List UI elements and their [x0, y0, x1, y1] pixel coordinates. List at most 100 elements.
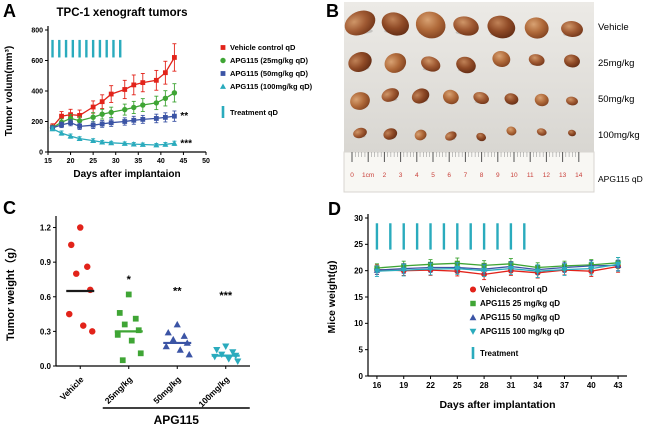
x-tick-label: 22: [426, 381, 435, 390]
tumor-photo-image: Vehicle 25mg/kg 50mg/kg 100mg/kg 0 1cm 2 3 4 5 6 7 8…: [343, 2, 643, 193]
x-tick-label: 28: [480, 381, 489, 390]
data-point: [59, 113, 64, 119]
tumor-specimen: [524, 17, 549, 39]
data-point: [59, 122, 64, 128]
x-tick-label: 16: [372, 381, 381, 390]
data-point: [373, 268, 381, 275]
data-point: [66, 310, 73, 318]
data-point: [164, 328, 172, 336]
data-point: [588, 266, 595, 272]
x-tick-label: 30: [112, 158, 120, 165]
chart-title: TPC-1 xenograft tumors: [57, 7, 188, 19]
panel-d-letter: D: [328, 199, 341, 219]
data-point: [213, 346, 221, 354]
legend-label: APG115 25 mg/kg qD: [480, 299, 560, 308]
series-line: [376, 265, 619, 276]
x-tick-label: 37: [560, 381, 569, 390]
tumor-specimen: [528, 54, 545, 66]
data-point: [185, 350, 193, 358]
y-tick-label: 0: [39, 150, 43, 157]
data-point: [114, 331, 121, 338]
data-point: [140, 80, 146, 86]
legend-label: APG115 50 mg/kg qD: [480, 313, 560, 322]
data-point: [400, 267, 407, 274]
data-point: [132, 315, 139, 322]
data-point: [128, 337, 135, 344]
data-point: [76, 118, 83, 124]
photo-caption: APG115 qD: [598, 174, 643, 184]
data-point: [131, 104, 137, 111]
legend-label: APG115 (100mg/kg qD): [230, 82, 313, 91]
legend-label: APG115 (25mg/kg qD): [230, 56, 308, 65]
x-tick-label: 34: [533, 381, 542, 390]
data-point: [77, 224, 84, 231]
series-line: [376, 263, 619, 272]
data-point: [90, 137, 97, 143]
data-point: [99, 121, 105, 127]
data-point: [87, 286, 94, 294]
tumor-specimen: [381, 12, 409, 36]
tumor-specimen: [445, 131, 457, 141]
tumor-specimen: [561, 21, 583, 37]
data-point: [162, 342, 170, 350]
ruler-number: 9: [496, 172, 500, 179]
significance-label: ***: [180, 138, 192, 149]
y-axis-label: Tumor volum(mm³): [4, 46, 15, 136]
data-point: [99, 99, 105, 105]
data-point: [99, 139, 106, 145]
tumor-specimen: [414, 129, 427, 141]
y-tick-label: 0.0: [40, 362, 52, 371]
x-category-label: 100mg/kg: [196, 374, 231, 409]
y-tick-label: 5: [359, 346, 364, 355]
legend-label: Vehiclecontrol qD: [480, 285, 548, 294]
y-tick-label: 600: [31, 58, 43, 65]
data-point: [99, 111, 105, 117]
data-point: [172, 113, 177, 119]
x-tick-label: 43: [614, 381, 623, 390]
data-point: [77, 123, 82, 129]
significance-label: ***: [219, 290, 233, 302]
x-tick-label: 25: [453, 381, 462, 390]
tumor-specimen: [504, 93, 519, 105]
y-tick-label: 25: [354, 240, 363, 249]
data-point: [125, 291, 132, 298]
ruler-number: 0: [350, 172, 354, 179]
data-point: [561, 267, 568, 273]
data-point: [229, 349, 237, 356]
ruler-number: 6: [447, 172, 451, 179]
legend-marker: [220, 71, 226, 76]
photo-row-label: 25mg/kg: [598, 58, 634, 69]
x-tick-label: 25: [89, 158, 97, 165]
y-tick-label: 0.3: [40, 327, 52, 336]
tumor-volume-line-chart: 0 200 400 600 800 15 20 25 30 35 40 45 50 TPC-1 xenog…: [4, 7, 313, 180]
data-point: [614, 261, 622, 268]
panel-c-tumor-weight-chart: 0.0 0.3 0.6 0.9 1.2 Tumor weight（g） Vehicle * 25…: [0, 196, 322, 437]
ruler-number: 5: [431, 172, 435, 179]
y-tick-label: 30: [354, 214, 363, 223]
tumor-specimen: [384, 53, 407, 73]
legend-marker: [470, 300, 476, 307]
data-point: [122, 87, 128, 92]
data-point: [49, 125, 56, 132]
tumor-specimen: [421, 56, 441, 72]
data-point: [454, 266, 461, 272]
data-point: [153, 141, 160, 148]
panel-b-tumor-photo: Vehicle 25mg/kg 50mg/kg 100mg/kg 0 1cm 2 3 4 5 6 7 8…: [322, 0, 650, 196]
data-point: [507, 266, 515, 272]
data-point: [480, 268, 488, 274]
y-tick-label: 200: [31, 119, 43, 126]
legend-marker: [220, 45, 226, 50]
legend-label: Treatment: [480, 349, 519, 358]
data-point: [140, 102, 146, 108]
series-line: [376, 262, 619, 269]
ruler-number: 13: [559, 172, 567, 179]
y-tick-label: 0.9: [40, 258, 52, 267]
data-point: [171, 140, 178, 146]
ruler-number: 4: [415, 172, 419, 179]
data-point: [77, 113, 82, 118]
ruler-number: 3: [399, 172, 403, 179]
tumor-specimen: [473, 91, 489, 105]
tumor-weight-scatter-chart: 0.0 0.3 0.6 0.9 1.2 Tumor weight（g） Vehicle * 25…: [4, 216, 250, 427]
data-point: [427, 266, 434, 273]
data-point: [76, 135, 83, 141]
